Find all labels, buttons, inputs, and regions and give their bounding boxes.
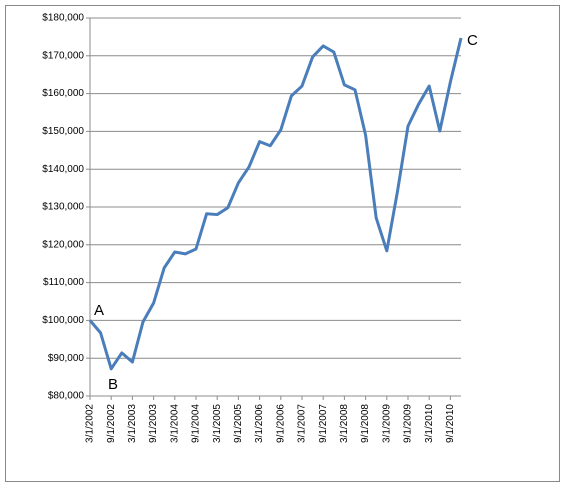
x-tick-label: 3/1/2010 xyxy=(424,404,435,443)
y-tick-label: $150,000 xyxy=(42,126,84,137)
annotation: C xyxy=(467,32,478,49)
x-tick-label: 9/1/2005 xyxy=(233,404,244,443)
x-tick-label: 3/1/2008 xyxy=(339,404,350,443)
x-tick-label: 9/1/2008 xyxy=(360,404,371,443)
x-tick-label: 9/1/2009 xyxy=(403,404,414,443)
x-tick-label: 3/1/2009 xyxy=(381,404,392,443)
y-tick-label: $90,000 xyxy=(48,353,85,364)
y-tick-label: $100,000 xyxy=(42,315,84,326)
x-tick-label: 3/1/2007 xyxy=(297,404,308,443)
y-tick-label: $120,000 xyxy=(42,239,84,250)
y-tick-label: $110,000 xyxy=(43,277,84,288)
x-tick-label: 3/1/2005 xyxy=(212,404,223,443)
x-tick-label: 3/1/2003 xyxy=(127,404,138,443)
y-tick-label: $170,000 xyxy=(42,50,84,61)
x-tick-label: 3/1/2004 xyxy=(169,404,180,443)
y-tick-label: $140,000 xyxy=(42,164,84,175)
x-tick-label: 9/1/2002 xyxy=(106,404,117,443)
x-tick-label: 9/1/2004 xyxy=(191,404,202,443)
data-line xyxy=(88,37,463,371)
chart-frame xyxy=(5,5,560,482)
x-tick-label: 3/1/2002 xyxy=(85,404,96,443)
x-tick-label: 9/1/2010 xyxy=(445,404,456,443)
x-tick-label: 3/1/2006 xyxy=(254,404,265,443)
y-tick-label: $180,000 xyxy=(42,13,84,24)
x-tick-label: 9/1/2003 xyxy=(148,404,159,443)
x-tick-label: 9/1/2006 xyxy=(275,404,286,443)
annotation: A xyxy=(94,302,104,319)
y-tick-label: $130,000 xyxy=(42,202,84,213)
x-tick-label: 9/1/2007 xyxy=(318,404,329,443)
y-tick-label: $160,000 xyxy=(42,88,84,99)
annotation: B xyxy=(108,376,118,393)
y-tick-label: $80,000 xyxy=(48,391,85,402)
